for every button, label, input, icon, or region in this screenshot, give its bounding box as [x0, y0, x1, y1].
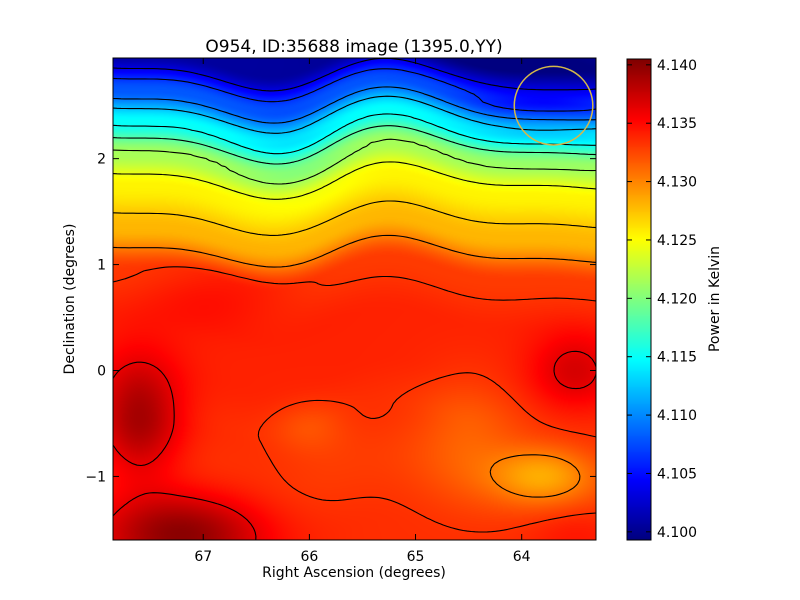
y-tick-label: −1: [85, 469, 106, 485]
colorbar-frame: [626, 58, 652, 541]
x-tick-label: 66: [300, 549, 318, 565]
chart-title: O954, ID:35688 image (1395.0,YY): [205, 37, 502, 57]
beam-circle: [513, 65, 594, 146]
contour-level-9: [113, 234, 596, 498]
y-axis-ticks: −1 0 1 2: [85, 152, 596, 485]
x-tick-label: 64: [513, 549, 531, 565]
contour-level-8: [113, 200, 596, 236]
contour-level-0: [113, 58, 596, 92]
colorbar-tick-label: 4.115: [657, 350, 697, 366]
x-axis-label: Right Ascension (degrees): [262, 565, 446, 581]
heatmap-image-container: [113, 58, 596, 540]
y-tick-label: 1: [97, 258, 106, 274]
heatmap-area: [113, 58, 596, 540]
colorbar-label: Power in Kelvin: [707, 246, 723, 352]
x-tick-label: 65: [407, 549, 425, 565]
heatmap-canvas: [113, 58, 596, 540]
y-tick-label: 0: [97, 364, 106, 380]
contour-level-1: [113, 68, 596, 112]
contour-level-7: [113, 161, 596, 200]
colorbar-tick-label: 4.105: [657, 466, 697, 482]
colorbar-gradient: [627, 59, 651, 540]
y-tick-label: 2: [97, 152, 106, 168]
colorbar-gradient-container: [627, 59, 651, 540]
colorbar-tick-label: 4.130: [657, 175, 697, 191]
colorbar-tick-label: 4.100: [657, 525, 697, 541]
plot-frame: [112, 57, 597, 541]
contour-level-6: [113, 138, 596, 185]
contour-level-3: [113, 95, 596, 134]
x-tick-label: 67: [194, 549, 212, 565]
contour-level-11: [113, 350, 596, 540]
colorbar: 4.100 4.105 4.110 4.115 4.120 4.125 4.130 4.135…: [626, 58, 723, 541]
x-axis-ticks: 67 66 65 64: [194, 58, 531, 565]
colorbar-ticks: 4.100 4.105 4.110 4.115 4.120 4.125 4.130 4.135…: [627, 58, 697, 541]
y-axis-label: Declination (degrees): [62, 224, 78, 375]
contour-lines: [113, 58, 596, 540]
colorbar-tick-label: 4.120: [657, 291, 697, 307]
colorbar-tick-label: 4.110: [657, 408, 697, 424]
colorbar-tick-label: 4.125: [657, 233, 697, 249]
colorbar-tick-label: 4.140: [657, 58, 697, 74]
contour-level-2: [113, 86, 596, 124]
colorbar-tick-label: 4.135: [657, 116, 697, 132]
contour-level-10: [113, 266, 596, 533]
contour-level-5: [113, 125, 596, 165]
